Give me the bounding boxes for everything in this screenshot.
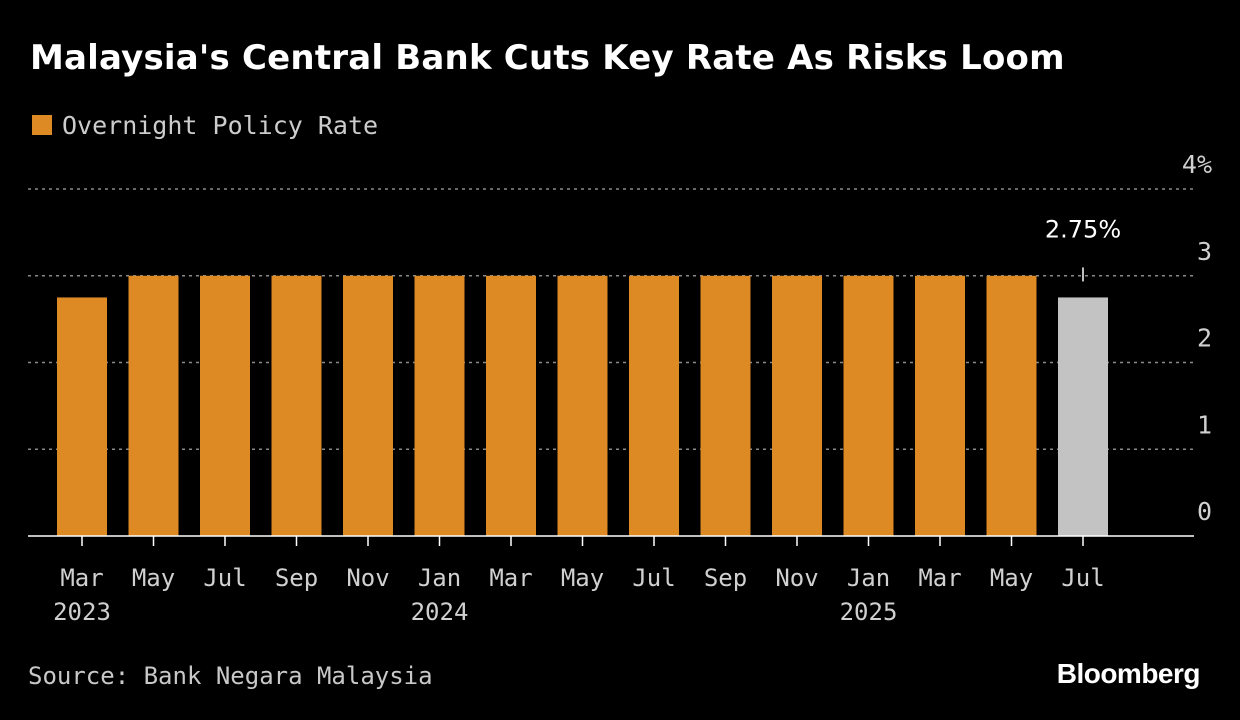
x-tick-label: Jul	[632, 564, 675, 592]
x-tick-label: Sep	[275, 564, 318, 592]
bar	[128, 275, 179, 536]
bar	[772, 275, 822, 536]
x-tick-label: Mar	[60, 564, 103, 592]
legend-swatch	[32, 115, 52, 135]
year-label: 2023	[53, 598, 111, 626]
x-tick-label: May	[561, 564, 604, 592]
bar	[843, 275, 894, 536]
y-tick-label: 1	[1197, 410, 1212, 439]
bloomberg-logo: Bloomberg	[1056, 658, 1201, 689]
bar	[57, 297, 107, 536]
bar	[486, 275, 536, 536]
bar	[343, 275, 393, 536]
legend-label: Overnight Policy Rate	[62, 110, 379, 140]
y-tick-label: 0	[1197, 497, 1212, 526]
y-tick-label: 4%	[1182, 150, 1212, 179]
x-tick-label: Mar	[489, 564, 532, 592]
bar	[557, 275, 608, 536]
x-tick-label: Jul	[1061, 564, 1104, 592]
bar	[200, 275, 250, 536]
y-tick-label: 3	[1197, 237, 1212, 266]
x-tick-label: May	[132, 564, 175, 592]
bar	[271, 275, 322, 536]
x-tick-label: Sep	[704, 564, 747, 592]
bar	[700, 275, 751, 536]
x-tick-label: Jul	[203, 564, 246, 592]
bar	[629, 275, 679, 536]
year-label: 2025	[840, 598, 898, 626]
bar	[414, 275, 465, 536]
x-tick-label: Jan	[847, 564, 890, 592]
y-tick-label: 2	[1197, 324, 1212, 353]
legend: Overnight Policy Rate	[32, 108, 378, 142]
x-tick-label: Mar	[918, 564, 961, 592]
annotation-label: 2.75%	[1045, 215, 1121, 243]
bar	[1058, 297, 1108, 536]
x-tick-label: Jan	[418, 564, 461, 592]
year-label: 2024	[411, 598, 469, 626]
x-tick-label: May	[990, 564, 1033, 592]
bar	[986, 275, 1037, 536]
chart-title: Malaysia's Central Bank Cuts Key Rate As…	[30, 38, 1065, 78]
source-note: Source: Bank Negara Malaysia	[28, 662, 433, 690]
bar	[915, 275, 965, 536]
x-tick-label: Nov	[346, 564, 389, 592]
x-tick-label: Nov	[775, 564, 818, 592]
